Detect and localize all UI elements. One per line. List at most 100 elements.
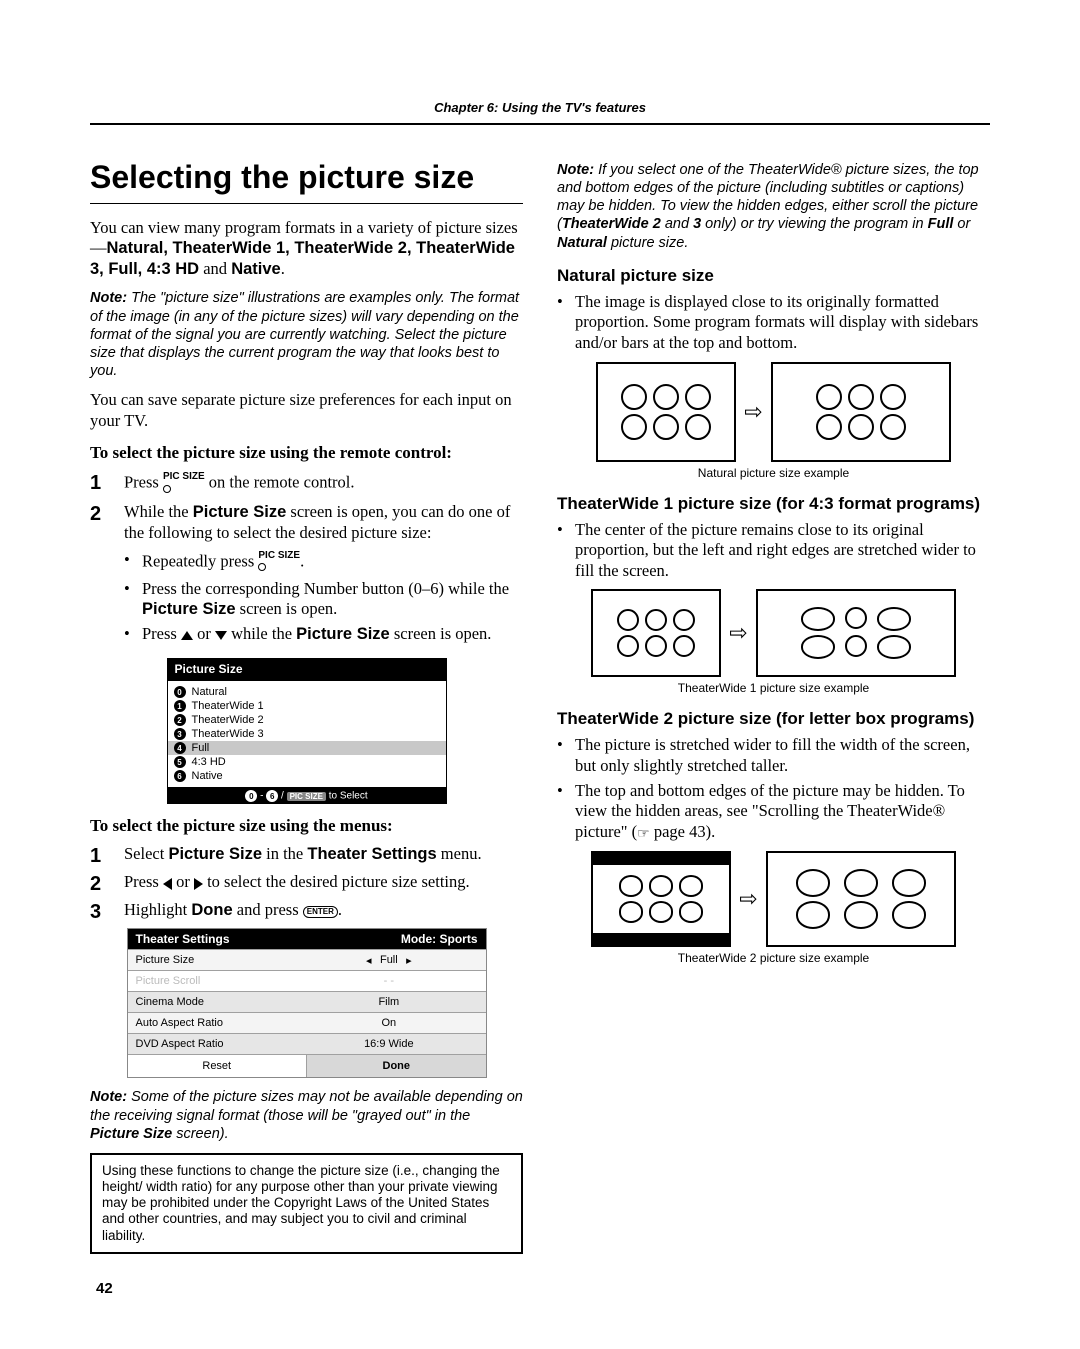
num-3-icon: 3 [174,728,186,740]
rnote-e: 3 [693,216,701,232]
s2-bullet-3: • Press or while the Picture Size screen… [124,624,523,645]
menu-step-3-body: Highlight Done and press ENTER. [124,900,523,922]
m1-c: in the [262,844,307,863]
note-2-a: Some of the picture sizes may not be ava… [90,1089,523,1123]
s1-a: Press [124,473,163,492]
osd-label-0: Natural [192,686,227,698]
note-2: Note: Some of the picture sizes may not … [90,1088,523,1142]
para-save-pref: You can save separate picture size prefe… [90,390,523,431]
theater-row-4-label: DVD Aspect Ratio [128,1034,293,1054]
theater-row-4-value: 16:9 Wide [292,1034,485,1054]
num-0-icon: 0 [245,790,257,802]
tw1-after-frame [756,589,956,677]
tw2-b2-c: page 43). [650,822,716,841]
s2-ps: Picture Size [193,503,287,521]
note-2-label: Note: [90,1089,127,1105]
s2-a: While the [124,502,193,521]
theater-row-0: Picture Size◂Full▸ [128,949,486,970]
pic-size-key-icon: PIC SIZE [163,471,205,496]
step-2-num: 2 [90,502,108,648]
s2b3-ps: Picture Size [296,625,390,643]
menu-step-3: 3 Highlight Done and press ENTER. [90,900,523,922]
theater-row-3-value: On [292,1013,485,1033]
osd-label-1: TheaterWide 1 [192,700,264,712]
theater-row-2-value: Film [292,992,485,1012]
m2-a: Press [124,872,163,891]
intro-c: Native [231,260,281,278]
m3-c: and press [233,900,303,919]
natural-caption: Natural picture size example [557,466,990,480]
theater-row-2: Cinema ModeFilm [128,991,486,1012]
pic-size-chip-icon: PIC SIZE [287,792,326,801]
s2b2-a: Press the corresponding Number button (0… [142,579,509,598]
m1-b: Picture Size [168,845,262,863]
sec-tw1-text: The center of the picture remains close … [575,520,990,582]
key-circle-icon [258,563,266,571]
copyright-warning-box: Using these functions to change the pict… [90,1153,523,1254]
rnote-h: or [953,216,970,232]
picture-size-osd-footer: 0 - 6 / PIC SIZE to Select [167,788,447,804]
s2b2-ps: Picture Size [142,600,236,618]
page-number: 42 [96,1280,113,1297]
m3-a: Highlight [124,900,191,919]
right-note: Note: If you select one of the TheaterWi… [557,161,990,252]
tw2-after-frame [766,851,956,947]
step-1: 1 Press PIC SIZE on the remote control. [90,471,523,496]
tw2-b2-b: picture" ( [575,822,637,841]
osd-item-5: 54:3 HD [174,755,440,769]
tw2-caption: TheaterWide 2 picture size example [557,951,990,965]
sec-natural-heading: Natural picture size [557,266,990,286]
num-0-icon: 0 [174,686,186,698]
theater-title-left: Theater Settings [136,932,230,946]
arrow-icon: ⇨ [744,399,762,425]
theater-buttons: Reset Done [128,1054,486,1077]
pic-size-label: PIC SIZE [163,471,205,482]
m2-c: to select the desired picture size setti… [203,872,470,891]
rnote-i: Natural [557,235,607,251]
theater-row-3: Auto Aspect RatioOn [128,1012,486,1033]
m1-a: Select [124,844,168,863]
theater-osd-title: Theater Settings Mode: Sports [128,929,486,949]
osd-item-1: 1 TheaterWide 1 [174,699,440,713]
left-arrow-icon [163,878,172,890]
num-1-icon: 1 [174,700,186,712]
theater-settings-osd: Theater Settings Mode: Sports Picture Si… [127,928,487,1078]
theater-row-2-label: Cinema Mode [128,992,293,1012]
osd-label-2: TheaterWide 2 [192,714,264,726]
osd-label-4: Full [192,742,210,754]
left-column: Selecting the picture size You can view … [90,161,523,1254]
pic-size-label: PIC SIZE [258,550,300,561]
tw2-diagram: ⇨ [557,851,990,947]
s2-bullet-1: • Repeatedly press PIC SIZE. [124,550,523,575]
tw1-caption: TheaterWide 1 picture size example [557,681,990,695]
m2-b: or [172,872,194,891]
sec-tw2-heading: TheaterWide 2 picture size (for letter b… [557,709,990,729]
m3-d: . [338,900,342,919]
rnote-a: If you select one of the TheaterWide [594,162,831,178]
rnote-f: only) or try viewing the program in [701,216,927,232]
osd-label-3: TheaterWide 3 [192,728,264,740]
arrow-icon: ⇨ [729,620,747,646]
down-arrow-icon [215,631,227,640]
natural-after-frame [771,362,951,462]
osd-item-3: 3 TheaterWide 3 [174,727,440,741]
theater-row-4: DVD Aspect Ratio16:9 Wide [128,1033,486,1054]
step-1-num: 1 [90,471,108,496]
theater-row-0-val-text: Full [380,954,398,966]
num-2-icon: 2 [174,714,186,726]
num-6-icon: 6 [174,770,186,782]
right-note-label: Note: [557,162,594,178]
hand-pointer-icon: ☞ [637,826,650,844]
sec-natural-text: The image is displayed close to its orig… [575,292,990,354]
osd-item-0: 0 Natural [174,685,440,699]
theater-title-right: Mode: Sports [401,932,478,946]
picture-size-osd-title: Picture Size [167,658,447,680]
sec-tw2-bullet-2: • The top and bottom edges of the pictur… [557,781,990,844]
runhead-menus: To select the picture size using the men… [90,816,523,836]
sec-tw2-bullet-1: •The picture is stretched wider to fill … [557,735,990,776]
up-arrow-icon [181,631,193,640]
step-2-body: While the Picture Size screen is open, y… [124,502,523,648]
reg-mark: ® [831,162,842,178]
sec-tw1-heading: TheaterWide 1 picture size (for 4:3 form… [557,494,990,514]
m1-d: Theater Settings [307,845,436,863]
